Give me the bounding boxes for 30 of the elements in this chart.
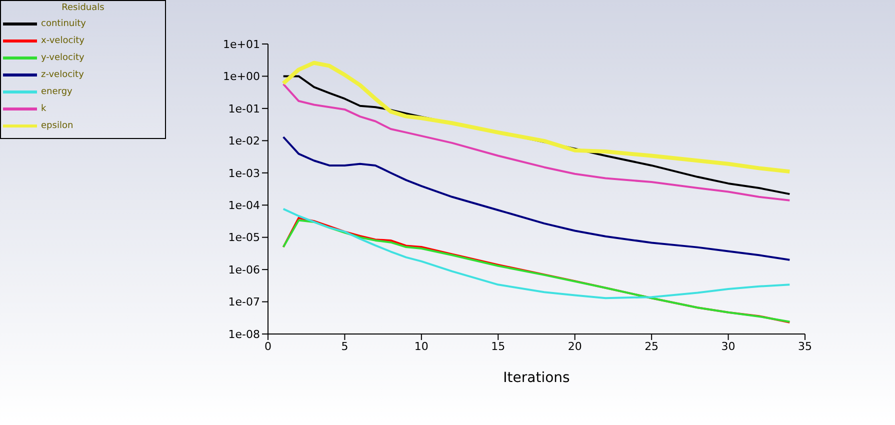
- legend-label: x-velocity: [41, 36, 85, 46]
- x-tick-label: 30: [721, 340, 736, 353]
- legend-label: k: [41, 104, 46, 114]
- y-tick-label: 1e-05: [228, 231, 260, 244]
- x-tick-label: 35: [798, 340, 812, 353]
- y-tick-label: 1e-01: [228, 102, 260, 116]
- x-tick-label: 5: [341, 340, 348, 353]
- y-tick-label: 1e+01: [223, 38, 260, 51]
- legend-label: z-velocity: [41, 70, 84, 80]
- legend-title: Residuals: [60, 3, 106, 13]
- x-tick-label: 0: [264, 340, 272, 353]
- y-tick-label: 1e+00: [223, 70, 260, 84]
- y-tick-label: 1e-06: [228, 263, 260, 276]
- x-tick-label: 20: [568, 340, 582, 353]
- x-tick-label: 10: [414, 340, 428, 353]
- line-series: [281, 60, 792, 174]
- legend-label: epsilon: [41, 120, 74, 130]
- legend-label: continuity: [41, 18, 86, 28]
- x-tick-label: 25: [644, 340, 659, 353]
- x-tick-label: 15: [491, 340, 506, 353]
- legend-label: y-velocity: [41, 52, 84, 62]
- y-tick-label: 1e-08: [228, 328, 260, 341]
- y-tick-label: 1e-07: [228, 296, 260, 309]
- y-tick-label: 1e-04: [228, 199, 260, 212]
- y-tick-label: 1e-02: [228, 134, 260, 148]
- y-tick-label: 1e-03: [228, 166, 260, 180]
- line-series: [282, 136, 791, 261]
- line-series: [282, 208, 791, 300]
- legend-label: energy: [41, 86, 72, 96]
- x-axis-title: Iterations: [503, 370, 570, 386]
